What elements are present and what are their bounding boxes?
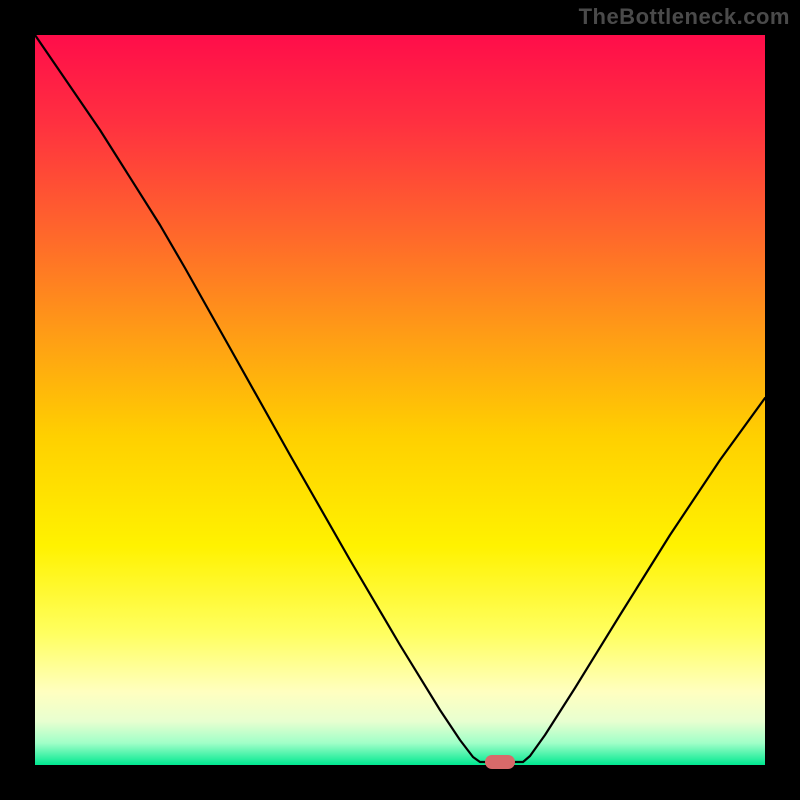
gradient-background xyxy=(35,35,765,765)
optimal-point-marker xyxy=(485,755,515,769)
chart-stage: TheBottleneck.com xyxy=(0,0,800,800)
watermark-text: TheBottleneck.com xyxy=(579,4,790,30)
chart-svg xyxy=(0,0,800,800)
